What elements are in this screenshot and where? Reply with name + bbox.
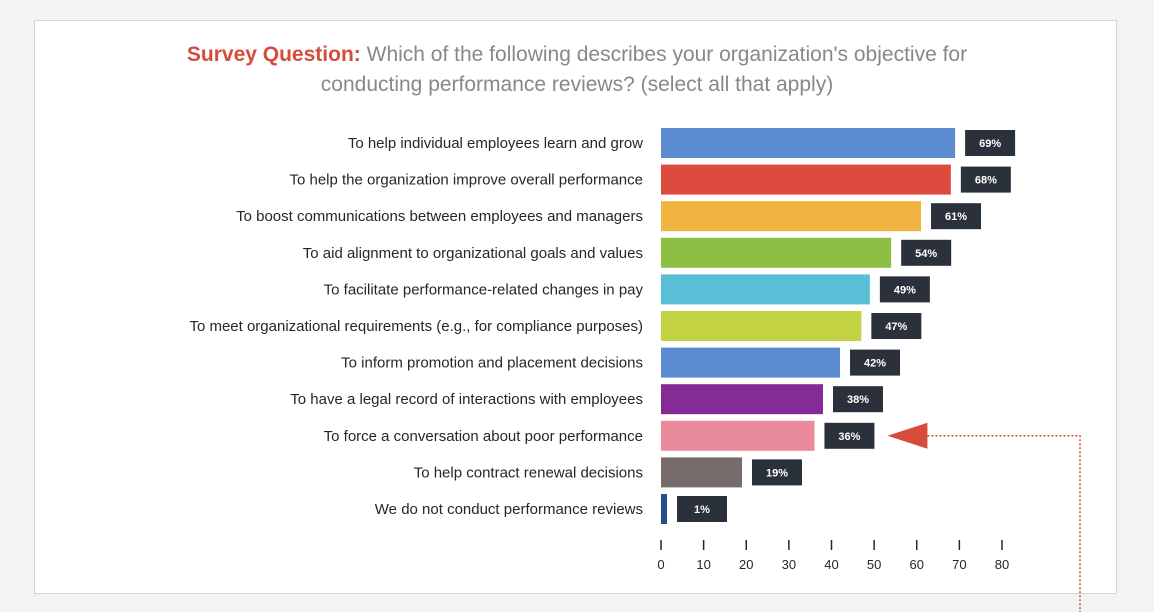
x-tick-label: 50	[867, 557, 881, 572]
bar	[661, 347, 841, 378]
value-label-box	[960, 166, 1011, 193]
value-label-box	[850, 349, 901, 376]
x-tick-label: 10	[696, 557, 710, 572]
category-label: To boost communications between employee…	[236, 208, 643, 225]
x-tick-label: 60	[910, 557, 924, 572]
bar	[661, 201, 922, 232]
bar	[661, 384, 823, 415]
value-label: 68%	[975, 175, 997, 187]
bar	[661, 494, 667, 524]
title-line-1: Survey Question: Which of the following …	[0, 40, 1154, 70]
value-label: 47%	[885, 321, 907, 333]
category-label: To help contract renewal decisions	[414, 464, 643, 481]
category-label: To inform promotion and placement decisi…	[341, 355, 643, 372]
bar	[661, 311, 862, 341]
chart-card	[34, 20, 1117, 594]
bar	[661, 420, 815, 451]
value-label-box	[879, 276, 930, 303]
category-label: To help individual employees learn and g…	[348, 135, 643, 152]
value-label-box	[871, 313, 922, 339]
value-label: 61%	[945, 211, 967, 223]
value-label-box	[965, 130, 1016, 156]
category-label: To have a legal record of interactions w…	[290, 391, 643, 408]
category-label: To facilitate performance-related change…	[324, 281, 644, 298]
highlight-connector-line	[927, 435, 1081, 612]
x-tick-label: 0	[657, 557, 664, 572]
category-label: To aid alignment to organizational goals…	[303, 245, 643, 262]
bar	[661, 128, 956, 158]
value-label-box	[677, 496, 727, 522]
value-label: 1%	[694, 504, 710, 516]
survey-question-label: Survey Question:	[186, 43, 361, 66]
bar	[661, 274, 870, 305]
x-tick-label: 40	[824, 557, 838, 572]
x-tick-label: 20	[739, 557, 753, 572]
value-label: 36%	[838, 431, 860, 443]
category-label: To force a conversation about poor perfo…	[324, 428, 643, 445]
value-label: 19%	[766, 467, 788, 479]
value-label: 49%	[894, 284, 916, 296]
value-label-box	[832, 386, 883, 413]
value-label-box	[751, 459, 802, 486]
value-label: 69%	[979, 138, 1001, 150]
bar	[661, 457, 742, 488]
title-line-2: conducting performance reviews? (select …	[320, 73, 834, 96]
value-label: 42%	[864, 358, 886, 370]
category-label: To help the organization improve overall…	[289, 172, 643, 189]
x-tick-label: 80	[995, 557, 1009, 572]
category-label: We do not conduct performance reviews	[375, 501, 643, 518]
bar	[661, 237, 892, 268]
category-label: To meet organizational requirements (e.g…	[189, 318, 643, 335]
value-label-box	[931, 203, 982, 230]
x-tick-label: 30	[782, 557, 796, 572]
chart-title: Survey Question: Which of the following …	[0, 40, 1154, 100]
bar	[661, 164, 951, 195]
x-tick-label: 70	[952, 557, 966, 572]
value-label: 38%	[847, 394, 869, 406]
value-label-box	[824, 422, 875, 449]
highlight-arrow	[887, 422, 928, 449]
title-text-1: Which of the following describes your or…	[366, 43, 968, 66]
value-label: 54%	[915, 248, 937, 260]
value-label-box	[901, 239, 952, 266]
